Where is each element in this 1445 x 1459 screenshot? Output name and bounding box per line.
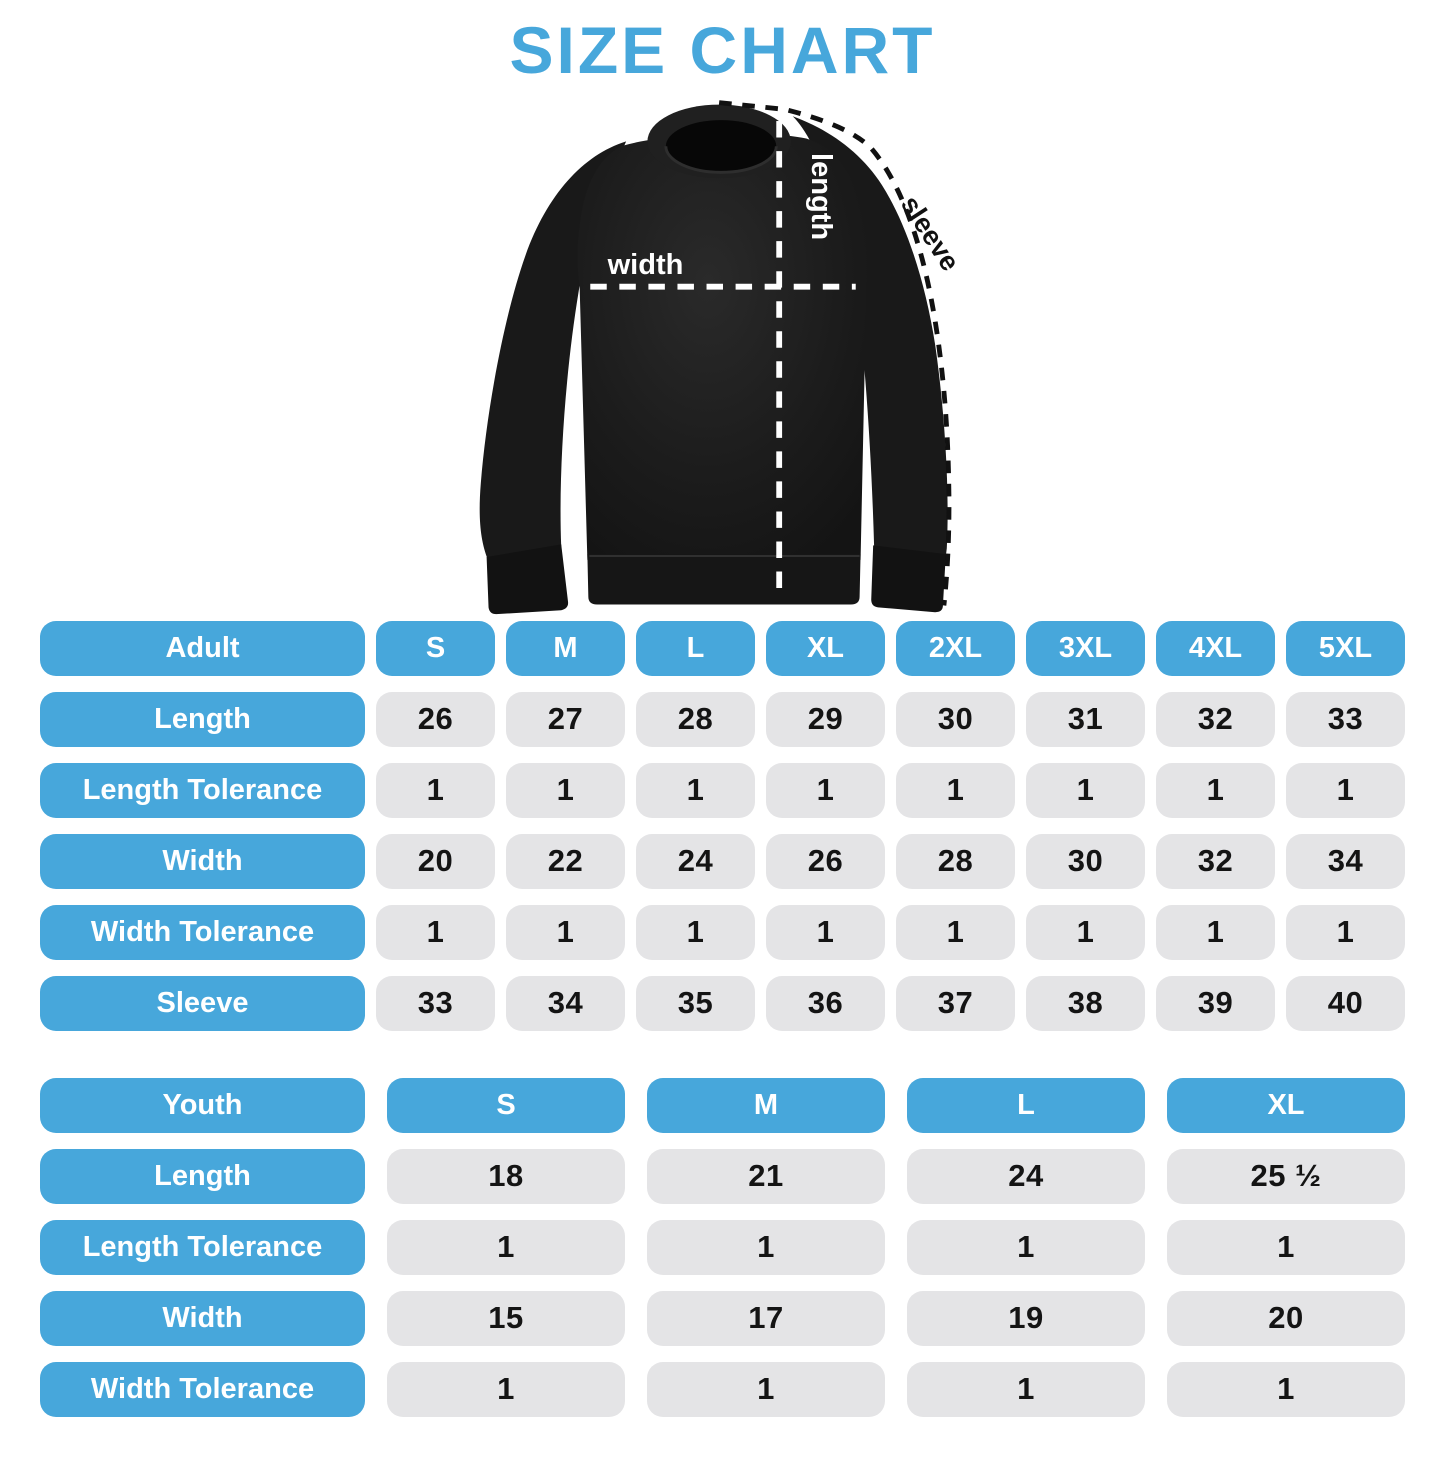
size-value-cell: 20 — [376, 833, 495, 889]
size-value-cell: 18 — [387, 1148, 625, 1204]
sleeve-measure-line — [718, 99, 951, 606]
size-value-cell: 1 — [1026, 762, 1145, 818]
size-value-cell: 1 — [766, 762, 885, 818]
size-value-cell: 1 — [1156, 762, 1275, 818]
size-column-header: XL — [1167, 1077, 1405, 1133]
row-label: Length — [40, 1148, 365, 1204]
size-value-cell: 1 — [1156, 904, 1275, 960]
size-value-cell: 30 — [896, 691, 1015, 747]
size-value-cell: 39 — [1156, 975, 1275, 1031]
size-value-cell: 1 — [647, 1361, 885, 1417]
size-value-cell: 40 — [1286, 975, 1405, 1031]
page-title: SIZE CHART — [509, 13, 936, 87]
size-value-cell: 1 — [387, 1361, 625, 1417]
size-value-cell: 15 — [387, 1290, 625, 1346]
size-value-cell: 26 — [376, 691, 495, 747]
size-value-cell: 1 — [506, 762, 625, 818]
size-value-cell: 31 — [1026, 691, 1145, 747]
youth-size-table: Youth S M L XL Length 18 21 24 25 ½ Length Toleran… — [40, 1077, 1405, 1417]
row-label: Width — [40, 833, 365, 889]
size-column-header: 4XL — [1156, 620, 1275, 676]
size-value-cell: 32 — [1156, 833, 1275, 889]
left-cuff — [486, 543, 568, 614]
size-column-header: S — [387, 1077, 625, 1133]
size-value-cell: 30 — [1026, 833, 1145, 889]
size-value-cell: 1 — [766, 904, 885, 960]
size-value-cell: 27 — [506, 691, 625, 747]
size-value-cell: 24 — [907, 1148, 1145, 1204]
size-value-cell: 34 — [506, 975, 625, 1031]
row-label: Width — [40, 1290, 365, 1346]
size-value-cell: 20 — [1167, 1290, 1405, 1346]
row-label: Width Tolerance — [40, 904, 365, 960]
size-value-cell: 33 — [1286, 691, 1405, 747]
collar-inner-rim — [663, 145, 778, 174]
size-value-cell: 1 — [506, 904, 625, 960]
right-sleeve — [792, 115, 948, 556]
table-title-cell: Adult — [40, 620, 365, 676]
size-value-cell: 34 — [1286, 833, 1405, 889]
left-sleeve — [479, 140, 626, 559]
size-value-cell: 1 — [387, 1219, 625, 1275]
size-column-header: L — [907, 1077, 1145, 1133]
size-value-cell: 1 — [896, 762, 1015, 818]
size-value-cell: 38 — [1026, 975, 1145, 1031]
row-label: Width Tolerance — [40, 1361, 365, 1417]
size-value-cell: 37 — [896, 975, 1015, 1031]
size-value-cell: 28 — [896, 833, 1015, 889]
size-value-cell: 33 — [376, 975, 495, 1031]
table-title-cell: Youth — [40, 1077, 365, 1133]
size-tables: Adult S M L XL 2XL 3XL 4XL 5XL Length 26 27 28 29 30 31… — [40, 620, 1405, 1417]
sweatshirt-diagram: width length sleeve — [479, 99, 966, 614]
size-value-cell: 1 — [647, 1219, 885, 1275]
size-value-cell: 21 — [647, 1148, 885, 1204]
size-value-cell: 1 — [376, 904, 495, 960]
size-column-header: M — [506, 620, 625, 676]
hem-band — [586, 553, 861, 605]
size-value-cell: 35 — [636, 975, 755, 1031]
row-label: Sleeve — [40, 975, 365, 1031]
size-value-cell: 1 — [907, 1361, 1145, 1417]
size-value-cell: 1 — [907, 1219, 1145, 1275]
size-value-cell: 1 — [1026, 904, 1145, 960]
collar-opening — [665, 119, 776, 172]
sweatshirt-body — [577, 132, 868, 560]
size-value-cell: 36 — [766, 975, 885, 1031]
size-value-cell: 28 — [636, 691, 755, 747]
right-cuff — [870, 544, 946, 612]
size-value-cell: 17 — [647, 1290, 885, 1346]
size-column-header: 3XL — [1026, 620, 1145, 676]
adult-size-table: Adult S M L XL 2XL 3XL 4XL 5XL Length 26 27 28 29 30 31… — [40, 620, 1405, 1031]
size-value-cell: 19 — [907, 1290, 1145, 1346]
size-value-cell: 29 — [766, 691, 885, 747]
size-column-header: M — [647, 1077, 885, 1133]
size-value-cell: 1 — [636, 904, 755, 960]
length-label: length — [805, 153, 837, 240]
size-value-cell: 1 — [1167, 1361, 1405, 1417]
size-value-cell: 24 — [636, 833, 755, 889]
size-value-cell: 1 — [1286, 762, 1405, 818]
size-column-header: L — [636, 620, 755, 676]
size-value-cell: 32 — [1156, 691, 1275, 747]
size-value-cell: 1 — [636, 762, 755, 818]
row-label: Length Tolerance — [40, 1219, 365, 1275]
size-value-cell: 25 ½ — [1167, 1148, 1405, 1204]
size-value-cell: 1 — [376, 762, 495, 818]
width-label: width — [606, 249, 683, 281]
size-value-cell: 1 — [1286, 904, 1405, 960]
row-label: Length — [40, 691, 365, 747]
size-value-cell: 1 — [896, 904, 1015, 960]
size-column-header: XL — [766, 620, 885, 676]
size-chart-page: SIZE CHART width — [0, 14, 1445, 1459]
size-column-header: 2XL — [896, 620, 1015, 676]
size-value-cell: 22 — [506, 833, 625, 889]
size-value-cell: 1 — [1167, 1219, 1405, 1275]
size-column-header: S — [376, 620, 495, 676]
row-label: Length Tolerance — [40, 762, 365, 818]
size-value-cell: 26 — [766, 833, 885, 889]
size-column-header: 5XL — [1286, 620, 1405, 676]
